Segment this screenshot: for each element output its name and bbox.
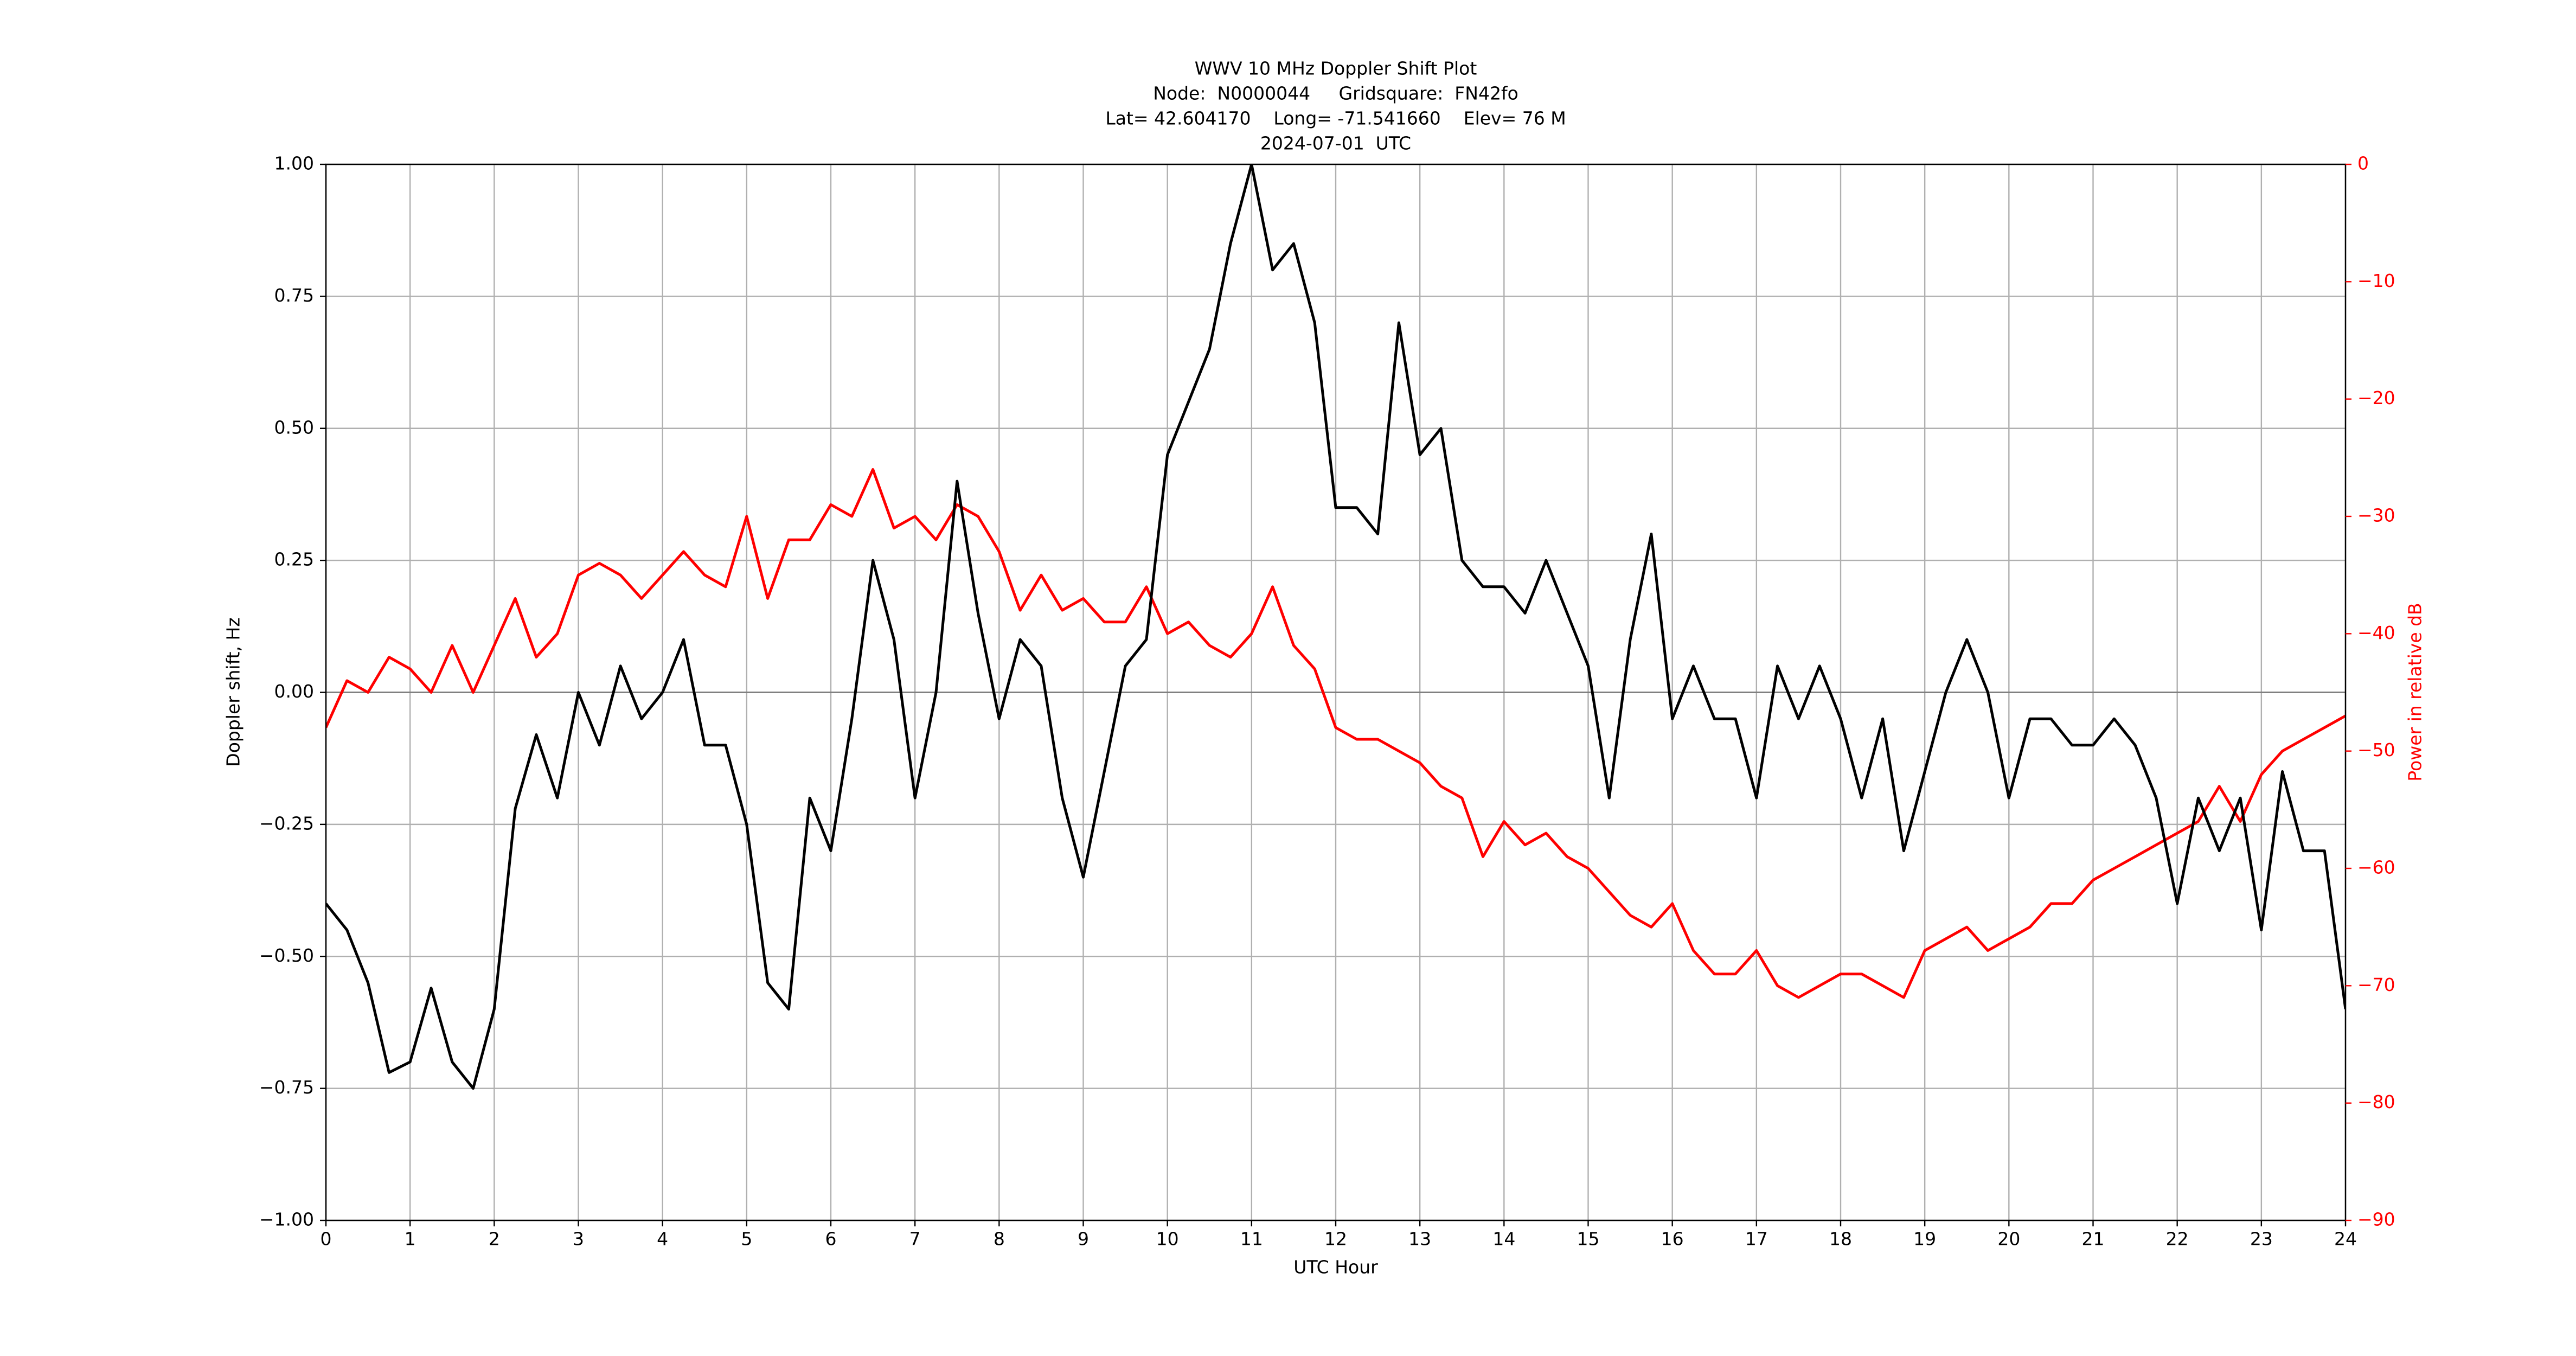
x-tick-label: 15 xyxy=(1577,1229,1600,1250)
x-tick-label: 22 xyxy=(2166,1229,2189,1250)
y-tick-label: −0.50 xyxy=(259,945,314,966)
chart-title: Node: N0000044 Gridsquare: FN42fo xyxy=(1153,83,1518,104)
data-line xyxy=(326,468,2346,999)
y-tick-label: 0.00 xyxy=(274,681,314,702)
x-tick-label: 9 xyxy=(1078,1229,1089,1250)
y2-tick-label: −80 xyxy=(2357,1091,2395,1112)
y2-tick-label: −20 xyxy=(2357,387,2395,408)
y2-axis-label: Power in relative dB xyxy=(2405,603,2426,781)
y-tick-label: −1.00 xyxy=(259,1209,314,1230)
chart-title: 2024-07-01 UTC xyxy=(1260,133,1411,154)
x-tick-label: 10 xyxy=(1156,1229,1179,1250)
data-line xyxy=(326,164,2346,1090)
y-tick-label: −0.25 xyxy=(259,813,314,834)
y-tick-label: 1.00 xyxy=(274,153,314,174)
x-tick-label: 17 xyxy=(1745,1229,1768,1250)
x-tick-label: 20 xyxy=(1997,1229,2020,1250)
x-tick-label: 12 xyxy=(1324,1229,1347,1250)
x-tick-label: 13 xyxy=(1408,1229,1431,1250)
x-tick-label: 11 xyxy=(1240,1229,1263,1250)
x-tick-label: 5 xyxy=(741,1229,752,1250)
y2-tick-label: −40 xyxy=(2357,622,2395,643)
y2-tick-label: −70 xyxy=(2357,974,2395,995)
x-tick-label: 24 xyxy=(2334,1229,2357,1250)
y-tick-label: 0.50 xyxy=(274,417,314,438)
x-tick-label: 2 xyxy=(489,1229,500,1250)
chart-title: Lat= 42.604170 Long= -71.541660 Elev= 76… xyxy=(1105,108,1566,129)
x-tick-label: 1 xyxy=(405,1229,416,1250)
x-tick-label: 3 xyxy=(573,1229,584,1250)
chart-title: WWV 10 MHz Doppler Shift Plot xyxy=(1195,58,1477,79)
x-tick-label: 8 xyxy=(994,1229,1005,1250)
y-tick-label: 0.25 xyxy=(274,549,314,570)
x-tick-label: 23 xyxy=(2250,1229,2273,1250)
y-tick-label: −0.75 xyxy=(259,1077,314,1098)
y2-tick-label: −60 xyxy=(2357,857,2395,878)
y2-tick-label: −10 xyxy=(2357,270,2395,291)
y2-tick-label: 0 xyxy=(2357,153,2369,174)
x-tick-label: 7 xyxy=(909,1229,921,1250)
y2-tick-label: −30 xyxy=(2357,505,2395,526)
x-tick-label: 4 xyxy=(657,1229,668,1250)
x-tick-label: 19 xyxy=(1913,1229,1936,1250)
y2-tick-label: −90 xyxy=(2357,1209,2395,1230)
x-tick-label: 6 xyxy=(825,1229,837,1250)
x-tick-label: 18 xyxy=(1829,1229,1852,1250)
x-tick-label: 14 xyxy=(1492,1229,1515,1250)
y2-tick-label: −50 xyxy=(2357,739,2395,760)
y-tick-label: 0.75 xyxy=(274,285,314,306)
x-tick-label: 16 xyxy=(1661,1229,1684,1250)
x-axis-label: UTC Hour xyxy=(1293,1257,1378,1278)
y-axis-label: Doppler shift, Hz xyxy=(223,617,244,766)
x-tick-label: 0 xyxy=(321,1229,332,1250)
x-tick-label: 21 xyxy=(2082,1229,2105,1250)
